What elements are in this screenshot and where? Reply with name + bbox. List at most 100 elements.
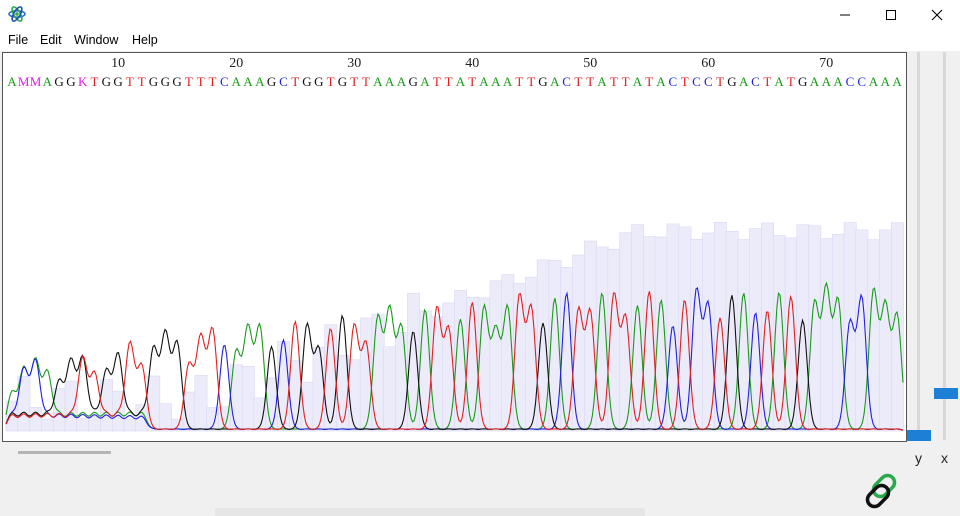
base-call: A	[503, 74, 513, 89]
horizontal-scroll-thumb[interactable]	[18, 451, 111, 454]
quality-bar	[324, 324, 338, 432]
quality-bar	[277, 341, 291, 432]
base-call: T	[515, 74, 523, 89]
base-call: G	[113, 74, 122, 89]
x-zoom-thumb[interactable]	[934, 388, 958, 399]
base-call: A	[232, 74, 242, 89]
quality-bar	[76, 418, 90, 432]
quality-bars	[5, 222, 904, 432]
base-call: T	[209, 74, 217, 89]
base-call: C	[846, 74, 855, 89]
base-call: A	[373, 74, 383, 89]
trace-g	[5, 295, 904, 431]
base-call: C	[857, 74, 866, 89]
menu-window[interactable]: Window	[74, 33, 119, 47]
maximize-icon	[886, 10, 896, 20]
base-call: A	[385, 74, 395, 89]
base-call: A	[456, 74, 466, 89]
base-call: T	[787, 74, 795, 89]
base-call: C	[220, 74, 229, 89]
base-call: T	[126, 74, 134, 89]
base-call: T	[610, 74, 618, 89]
base-call: G	[149, 74, 158, 89]
base-call: C	[751, 74, 760, 89]
position-label: 40	[465, 56, 479, 71]
quality-bar	[41, 418, 54, 432]
base-call: T	[645, 74, 653, 89]
base-call: T	[716, 74, 724, 89]
base-call: A	[7, 74, 17, 89]
base-call: A	[397, 74, 407, 89]
base-call: T	[327, 74, 335, 89]
quality-bar	[466, 297, 479, 432]
base-call: A	[491, 74, 501, 89]
base-call: G	[314, 74, 323, 89]
atom-icon	[8, 6, 26, 22]
quality-bar	[312, 347, 326, 432]
menu-help[interactable]: Help	[132, 33, 158, 47]
quality-bar	[64, 380, 78, 432]
quality-bar	[584, 240, 597, 432]
base-call: T	[763, 74, 771, 89]
quality-bar	[147, 375, 161, 432]
quality-bar	[820, 238, 833, 432]
base-call: G	[267, 74, 276, 89]
menu-edit[interactable]: Edit	[40, 33, 62, 47]
base-call: A	[420, 74, 430, 89]
minimize-button[interactable]	[822, 0, 868, 30]
x-zoom-label: x	[941, 450, 948, 466]
quality-bar	[194, 375, 208, 432]
base-call: T	[138, 74, 146, 89]
minimize-icon	[840, 14, 850, 16]
position-label: 30	[347, 56, 361, 71]
base-call: A	[43, 74, 53, 89]
base-call: A	[597, 74, 607, 89]
position-labels: 10 20 30 40 50 60 70	[111, 56, 833, 71]
y-zoom-track[interactable]	[917, 52, 920, 440]
base-call: T	[574, 74, 582, 89]
quality-bar	[159, 403, 172, 432]
base-call: G	[798, 74, 807, 89]
base-call: T	[586, 74, 594, 89]
base-call: T	[362, 74, 370, 89]
quality-bar	[123, 418, 137, 432]
close-button[interactable]	[914, 0, 960, 30]
base-call: T	[468, 74, 476, 89]
base-call: T	[681, 74, 689, 89]
quality-bar	[430, 316, 444, 432]
status-strip	[215, 508, 645, 516]
base-call: T	[445, 74, 453, 89]
quality-bar	[678, 226, 692, 432]
quality-bar	[395, 331, 409, 432]
quality-bar	[890, 222, 904, 432]
base-call: T	[291, 74, 299, 89]
base-call: T	[197, 74, 205, 89]
base-call: G	[302, 74, 311, 89]
x-zoom-track[interactable]	[943, 52, 946, 440]
trace-curves	[5, 281, 904, 431]
position-label: 60	[701, 56, 715, 71]
base-call: G	[102, 74, 111, 89]
base-call: T	[185, 74, 193, 89]
base-call: A	[892, 74, 902, 89]
link-icon[interactable]	[862, 470, 904, 512]
menu-file[interactable]: File	[8, 33, 29, 47]
quality-bar	[879, 229, 892, 432]
base-call: G	[172, 74, 181, 89]
base-call: G	[538, 74, 547, 89]
base-call: A	[822, 74, 832, 89]
y-zoom-thumb[interactable]	[907, 430, 931, 441]
base-call: C	[279, 74, 288, 89]
position-label: 10	[111, 56, 125, 71]
position-label: 50	[583, 56, 597, 71]
maximize-button[interactable]	[868, 0, 914, 30]
base-call: T	[91, 74, 99, 89]
base-call: G	[54, 74, 63, 89]
base-call: A	[656, 74, 666, 89]
base-call: A	[869, 74, 879, 89]
y-zoom-label: y	[915, 450, 922, 466]
position-label: 70	[819, 56, 833, 71]
trace-t	[5, 291, 904, 431]
